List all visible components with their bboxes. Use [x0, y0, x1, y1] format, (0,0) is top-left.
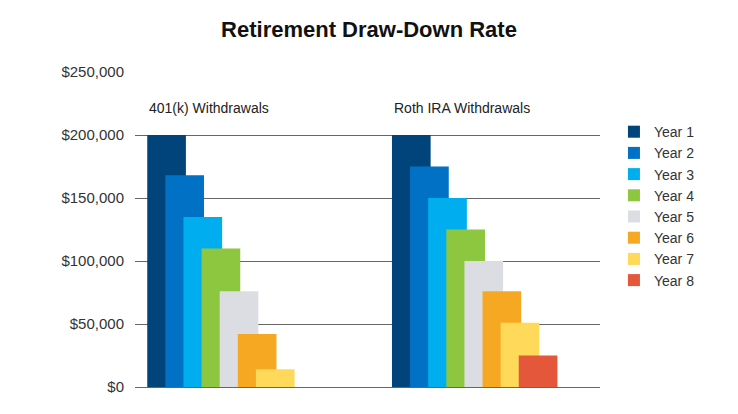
svg-text:Year 1: Year 1	[654, 124, 694, 140]
svg-text:401(k) Withdrawals: 401(k) Withdrawals	[149, 100, 269, 116]
svg-text:Year 7: Year 7	[654, 251, 694, 267]
svg-text:Year 2: Year 2	[654, 145, 694, 161]
svg-text:Year 8: Year 8	[654, 273, 694, 289]
svg-text:Retirement Draw-Down Rate: Retirement Draw-Down Rate	[221, 17, 517, 42]
svg-text:$50,000: $50,000	[70, 315, 124, 332]
svg-text:Year 6: Year 6	[654, 230, 694, 246]
svg-text:$200,000: $200,000	[61, 126, 124, 143]
svg-text:$250,000: $250,000	[61, 63, 124, 80]
svg-text:Year 3: Year 3	[654, 167, 694, 183]
svg-text:Year 5: Year 5	[654, 209, 694, 225]
svg-text:$0: $0	[107, 378, 124, 395]
svg-text:$150,000: $150,000	[61, 189, 124, 206]
svg-text:Year 4: Year 4	[654, 188, 694, 204]
svg-text:Roth IRA Withdrawals: Roth IRA Withdrawals	[394, 100, 530, 116]
svg-text:$100,000: $100,000	[61, 252, 124, 269]
